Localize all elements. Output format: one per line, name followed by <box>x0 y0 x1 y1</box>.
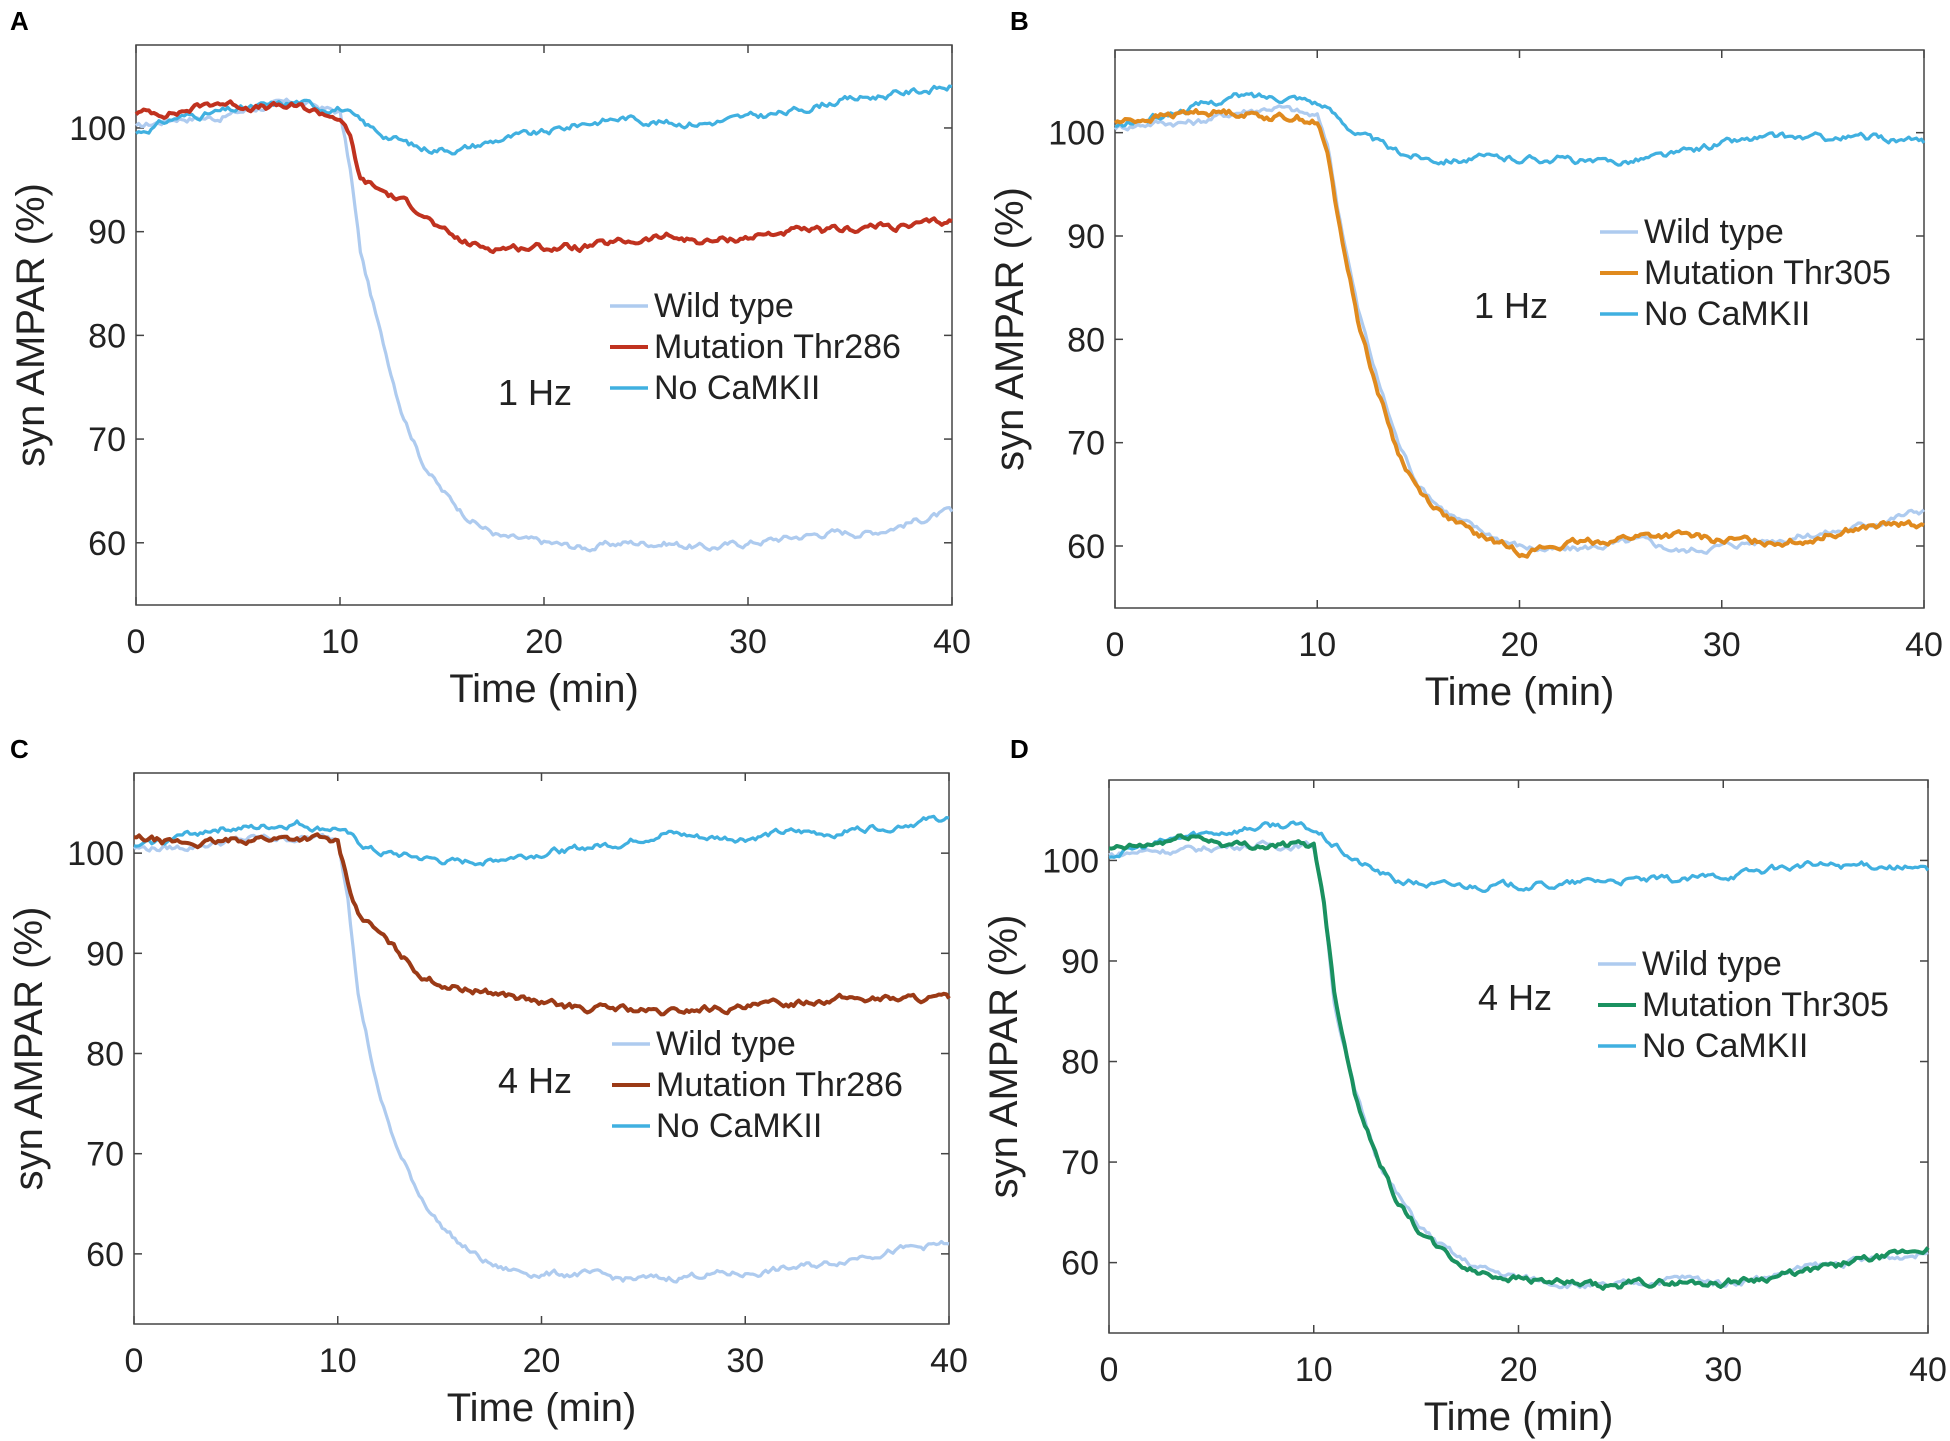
series-line-mutation-thr305 <box>1113 108 1925 559</box>
x-tick-label: 0 <box>127 623 146 661</box>
series-line-no-camkii <box>1114 91 1926 167</box>
x-axis-label: Time (min) <box>1424 1395 1614 1439</box>
series-line-mutation-thr286 <box>133 832 951 1017</box>
x-tick-label: 10 <box>1295 1351 1333 1389</box>
y-tick-label: 90 <box>1067 218 1105 256</box>
plot-frame <box>133 772 950 1325</box>
y-axis-label: syn AMPAR (%) <box>9 183 53 467</box>
x-tick-label: 30 <box>729 623 767 661</box>
frequency-annotation: 1 Hz <box>1474 285 1548 326</box>
y-tick-label: 60 <box>86 1236 124 1274</box>
x-tick-label: 0 <box>1100 1351 1119 1389</box>
y-tick-label: 90 <box>86 935 124 973</box>
y-tick-label: 100 <box>67 835 124 873</box>
x-axis-label: Time (min) <box>449 667 639 711</box>
series-line-wild-type <box>133 832 950 1284</box>
x-tick-label: 20 <box>525 623 563 661</box>
y-tick-label: 90 <box>88 214 126 252</box>
y-tick-label: 100 <box>69 110 126 148</box>
legend-label: No CaMKII <box>654 369 820 407</box>
legend-label: Mutation Thr305 <box>1644 254 1891 292</box>
series-line-no-camkii <box>1108 820 1930 893</box>
x-tick-label: 30 <box>1704 1351 1742 1389</box>
legend-label: No CaMKII <box>1642 1027 1808 1065</box>
series-line-wild-type <box>134 97 954 553</box>
y-tick-label: 70 <box>86 1136 124 1174</box>
legend-label: Wild type <box>1642 945 1782 983</box>
y-tick-label: 80 <box>88 317 126 355</box>
y-tick-label: 70 <box>1061 1144 1099 1182</box>
legend-label: Mutation Thr286 <box>654 328 901 366</box>
x-tick-label: 10 <box>319 1342 357 1380</box>
x-tick-label: 10 <box>1298 626 1336 664</box>
x-tick-label: 20 <box>523 1342 561 1380</box>
frequency-annotation: 4 Hz <box>1478 977 1552 1018</box>
x-tick-label: 0 <box>125 1342 144 1380</box>
y-tick-label: 80 <box>86 1036 124 1074</box>
legend-label: Mutation Thr305 <box>1642 986 1889 1024</box>
y-axis-label: syn AMPAR (%) <box>982 915 1026 1199</box>
y-tick-label: 80 <box>1067 321 1105 359</box>
series-line-mutation-thr305 <box>1108 833 1930 1291</box>
x-tick-label: 30 <box>1703 626 1741 664</box>
x-tick-label: 40 <box>933 623 971 661</box>
panel-c: C 0 10 20 30 40 60 70 80 90 100 Time (min) syn AMPAR… <box>7 734 968 1430</box>
y-tick-label: 70 <box>1067 425 1105 463</box>
legend-label: No CaMKII <box>1644 295 1810 333</box>
y-axis-label: syn AMPAR (%) <box>7 907 51 1191</box>
legend-label: Wild type <box>656 1025 796 1063</box>
series-line-mutation-thr286 <box>134 99 953 255</box>
legend-label: Mutation Thr286 <box>656 1066 903 1104</box>
y-tick-label: 60 <box>1067 528 1105 566</box>
series-line-no-camkii <box>133 814 950 867</box>
plot-frame <box>135 44 953 606</box>
x-tick-label: 40 <box>1905 626 1943 664</box>
y-tick-label: 70 <box>88 421 126 459</box>
y-tick-label: 60 <box>88 525 126 563</box>
panel-letter: A <box>10 6 29 36</box>
x-axis-label: Time (min) <box>1425 670 1615 714</box>
x-axis-label: Time (min) <box>447 1386 637 1430</box>
panel-a: A 0 10 20 30 40 60 70 80 90 100 Time (min) syn AMPAR… <box>9 6 971 711</box>
y-tick-label: 100 <box>1042 842 1099 880</box>
x-tick-label: 20 <box>1501 626 1539 664</box>
x-tick-label: 30 <box>726 1342 764 1380</box>
y-axis-label: syn AMPAR (%) <box>988 187 1032 471</box>
panel-letter: B <box>1010 6 1029 36</box>
frequency-annotation: 1 Hz <box>498 372 572 413</box>
y-tick-label: 90 <box>1061 943 1099 981</box>
y-tick-label: 60 <box>1061 1245 1099 1283</box>
x-tick-label: 20 <box>1500 1351 1538 1389</box>
panel-letter: C <box>10 734 29 764</box>
frequency-annotation: 4 Hz <box>498 1060 572 1101</box>
panel-letter: D <box>1010 734 1029 764</box>
legend-label: No CaMKII <box>656 1107 822 1145</box>
x-tick-label: 10 <box>321 623 359 661</box>
x-tick-label: 0 <box>1106 626 1125 664</box>
x-tick-label: 40 <box>930 1342 968 1380</box>
y-tick-label: 80 <box>1061 1044 1099 1082</box>
x-tick-label: 40 <box>1909 1351 1947 1389</box>
panel-b: B 0 10 20 30 40 60 70 80 90 100 Time (min) syn AMPAR… <box>988 6 1943 714</box>
y-tick-label: 100 <box>1048 115 1105 153</box>
series-line-no-camkii <box>135 84 953 156</box>
legend-label: Wild type <box>654 287 794 325</box>
panel-d: D 0 10 20 30 40 60 70 80 90 100 Time (min) syn AMPAR… <box>982 734 1947 1439</box>
legend-label: Wild type <box>1644 213 1784 251</box>
